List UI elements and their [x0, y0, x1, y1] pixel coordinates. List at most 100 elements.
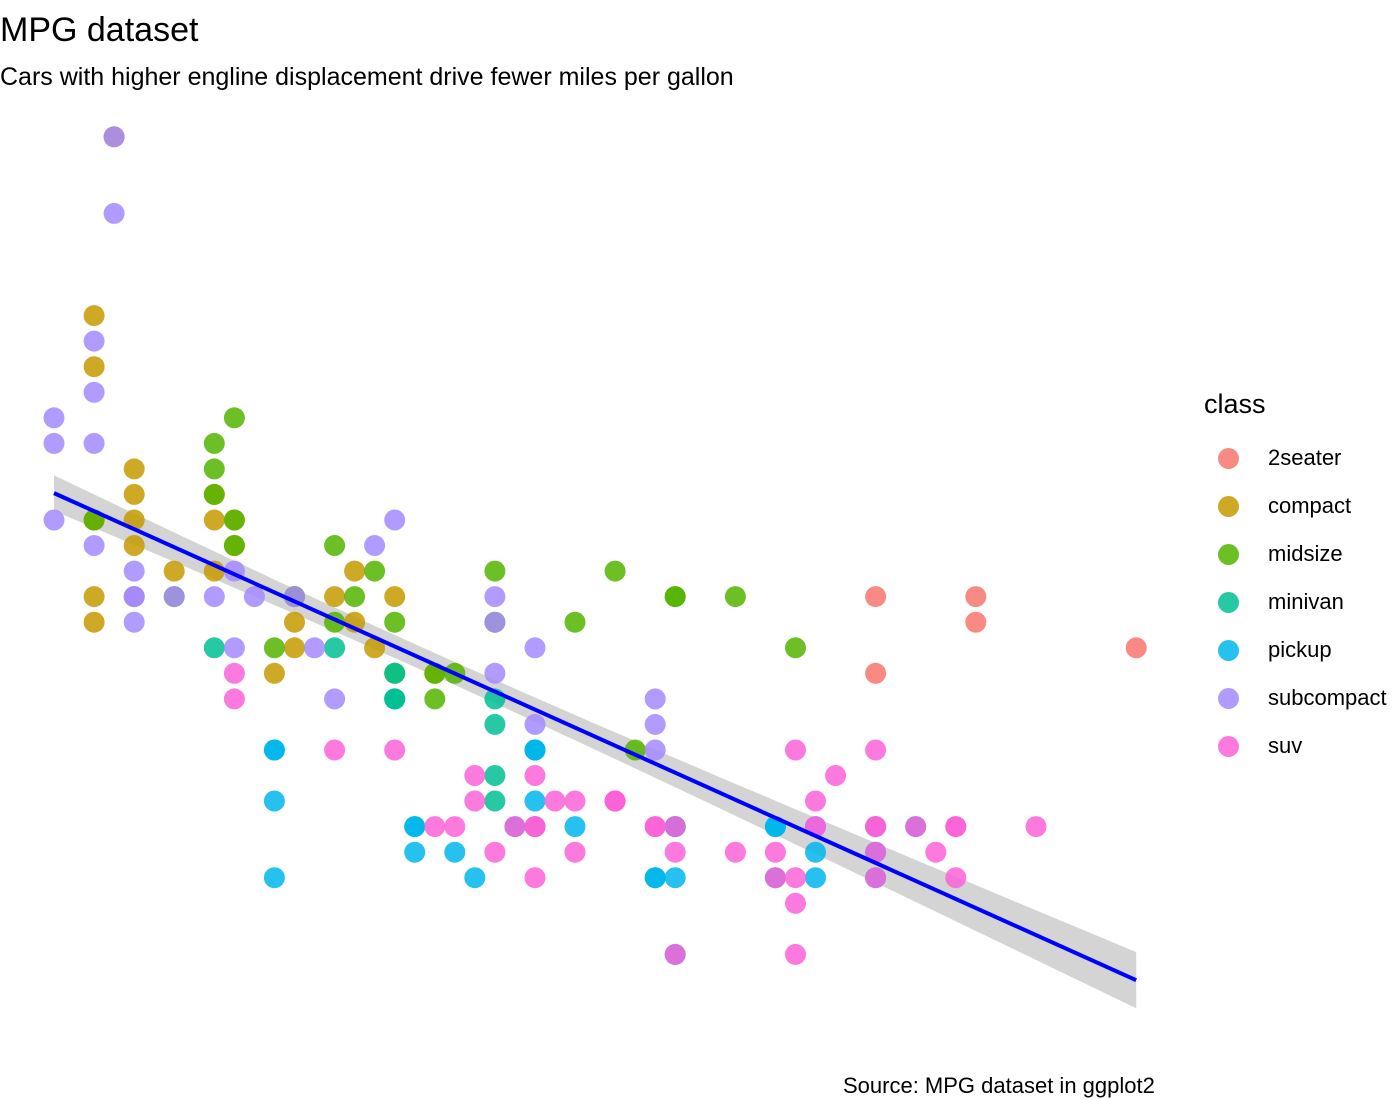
data-point — [785, 943, 806, 965]
data-point — [404, 841, 426, 863]
data-point — [644, 867, 666, 889]
data-point — [304, 637, 325, 659]
data-point — [945, 867, 967, 889]
legend-item-minivan: minivan — [1204, 578, 1400, 626]
series-2seater — [865, 586, 1147, 684]
legend-key-dot — [1218, 639, 1239, 661]
data-point — [384, 611, 406, 633]
data-point — [604, 790, 626, 812]
data-point — [83, 586, 105, 608]
data-point — [764, 867, 786, 889]
legend-key-dot — [1218, 687, 1239, 709]
data-point — [344, 586, 366, 608]
data-point — [644, 713, 666, 735]
series-subcompact — [43, 126, 826, 838]
data-point — [203, 483, 225, 505]
data-point — [544, 790, 566, 812]
chart-title: MPG dataset — [0, 11, 199, 49]
data-point — [905, 816, 927, 838]
series-suv — [223, 662, 1047, 965]
data-point — [664, 841, 686, 863]
confidence-band — [54, 475, 1137, 1009]
data-point — [263, 662, 285, 684]
data-point — [163, 586, 185, 608]
regression-line-layer — [53, 491, 1137, 982]
data-point — [364, 560, 386, 582]
chart-subtitle: Cars with higher engline displacement dr… — [0, 63, 734, 91]
legend-item-subcompact: subcompact — [1204, 674, 1400, 722]
legend-label: subcompact — [1268, 685, 1387, 710]
data-point — [664, 586, 686, 608]
data-point — [524, 816, 546, 838]
legend-label: compact — [1268, 493, 1352, 518]
data-point — [384, 662, 406, 684]
data-point — [83, 330, 105, 352]
data-point — [424, 816, 446, 838]
data-point — [384, 509, 406, 531]
data-point — [263, 637, 285, 659]
legend-items: 2seater compact midsize minivan pickup subcom… — [1204, 434, 1400, 770]
series-midsize — [83, 407, 806, 761]
data-point — [384, 586, 406, 608]
data-point — [805, 790, 826, 812]
data-point — [364, 637, 386, 659]
data-point — [83, 535, 105, 556]
data-point — [865, 841, 887, 863]
data-point — [384, 688, 406, 710]
data-point — [604, 560, 626, 582]
data-point — [524, 765, 546, 786]
data-point — [263, 867, 285, 889]
regression-line — [53, 491, 1137, 982]
data-point — [364, 535, 386, 556]
data-point — [123, 535, 145, 556]
data-point — [284, 611, 305, 633]
legend-key-dot — [1218, 447, 1239, 469]
data-point — [284, 637, 305, 659]
data-point — [785, 892, 806, 914]
data-point — [524, 790, 546, 812]
data-point — [324, 688, 346, 710]
data-point — [484, 611, 506, 633]
data-point — [83, 356, 105, 378]
data-point — [43, 407, 65, 429]
data-point — [724, 586, 746, 608]
data-point — [123, 611, 145, 633]
data-point — [524, 867, 546, 889]
data-point — [664, 867, 686, 889]
data-point — [945, 816, 967, 838]
data-point — [785, 867, 806, 889]
data-point — [865, 816, 887, 838]
data-point — [865, 662, 887, 684]
data-point — [925, 841, 947, 863]
data-point — [484, 765, 506, 786]
data-point — [223, 637, 245, 659]
data-point — [664, 943, 686, 965]
data-point — [43, 432, 65, 454]
data-point — [324, 535, 346, 556]
data-point — [484, 841, 506, 863]
data-point — [123, 586, 145, 608]
legend-label: midsize — [1268, 541, 1343, 566]
data-point — [203, 509, 225, 531]
data-point — [223, 407, 245, 429]
data-point — [263, 739, 285, 761]
data-point — [324, 739, 346, 761]
data-point — [484, 560, 506, 582]
data-point — [103, 126, 125, 148]
data-point — [223, 509, 245, 531]
legend-label: minivan — [1268, 589, 1344, 614]
legend-key-dot — [1218, 543, 1239, 565]
data-point — [1125, 637, 1147, 659]
data-point — [444, 816, 466, 838]
data-point — [504, 816, 526, 838]
data-point — [83, 611, 105, 633]
data-point — [965, 586, 987, 608]
data-point — [384, 739, 406, 761]
data-point — [825, 765, 847, 786]
data-point — [263, 790, 285, 812]
chart-caption: Source: MPG dataset in ggplot2 — [843, 1073, 1155, 1098]
data-point — [103, 202, 125, 224]
data-point — [404, 816, 426, 838]
data-point — [865, 586, 887, 608]
data-point — [83, 432, 105, 454]
